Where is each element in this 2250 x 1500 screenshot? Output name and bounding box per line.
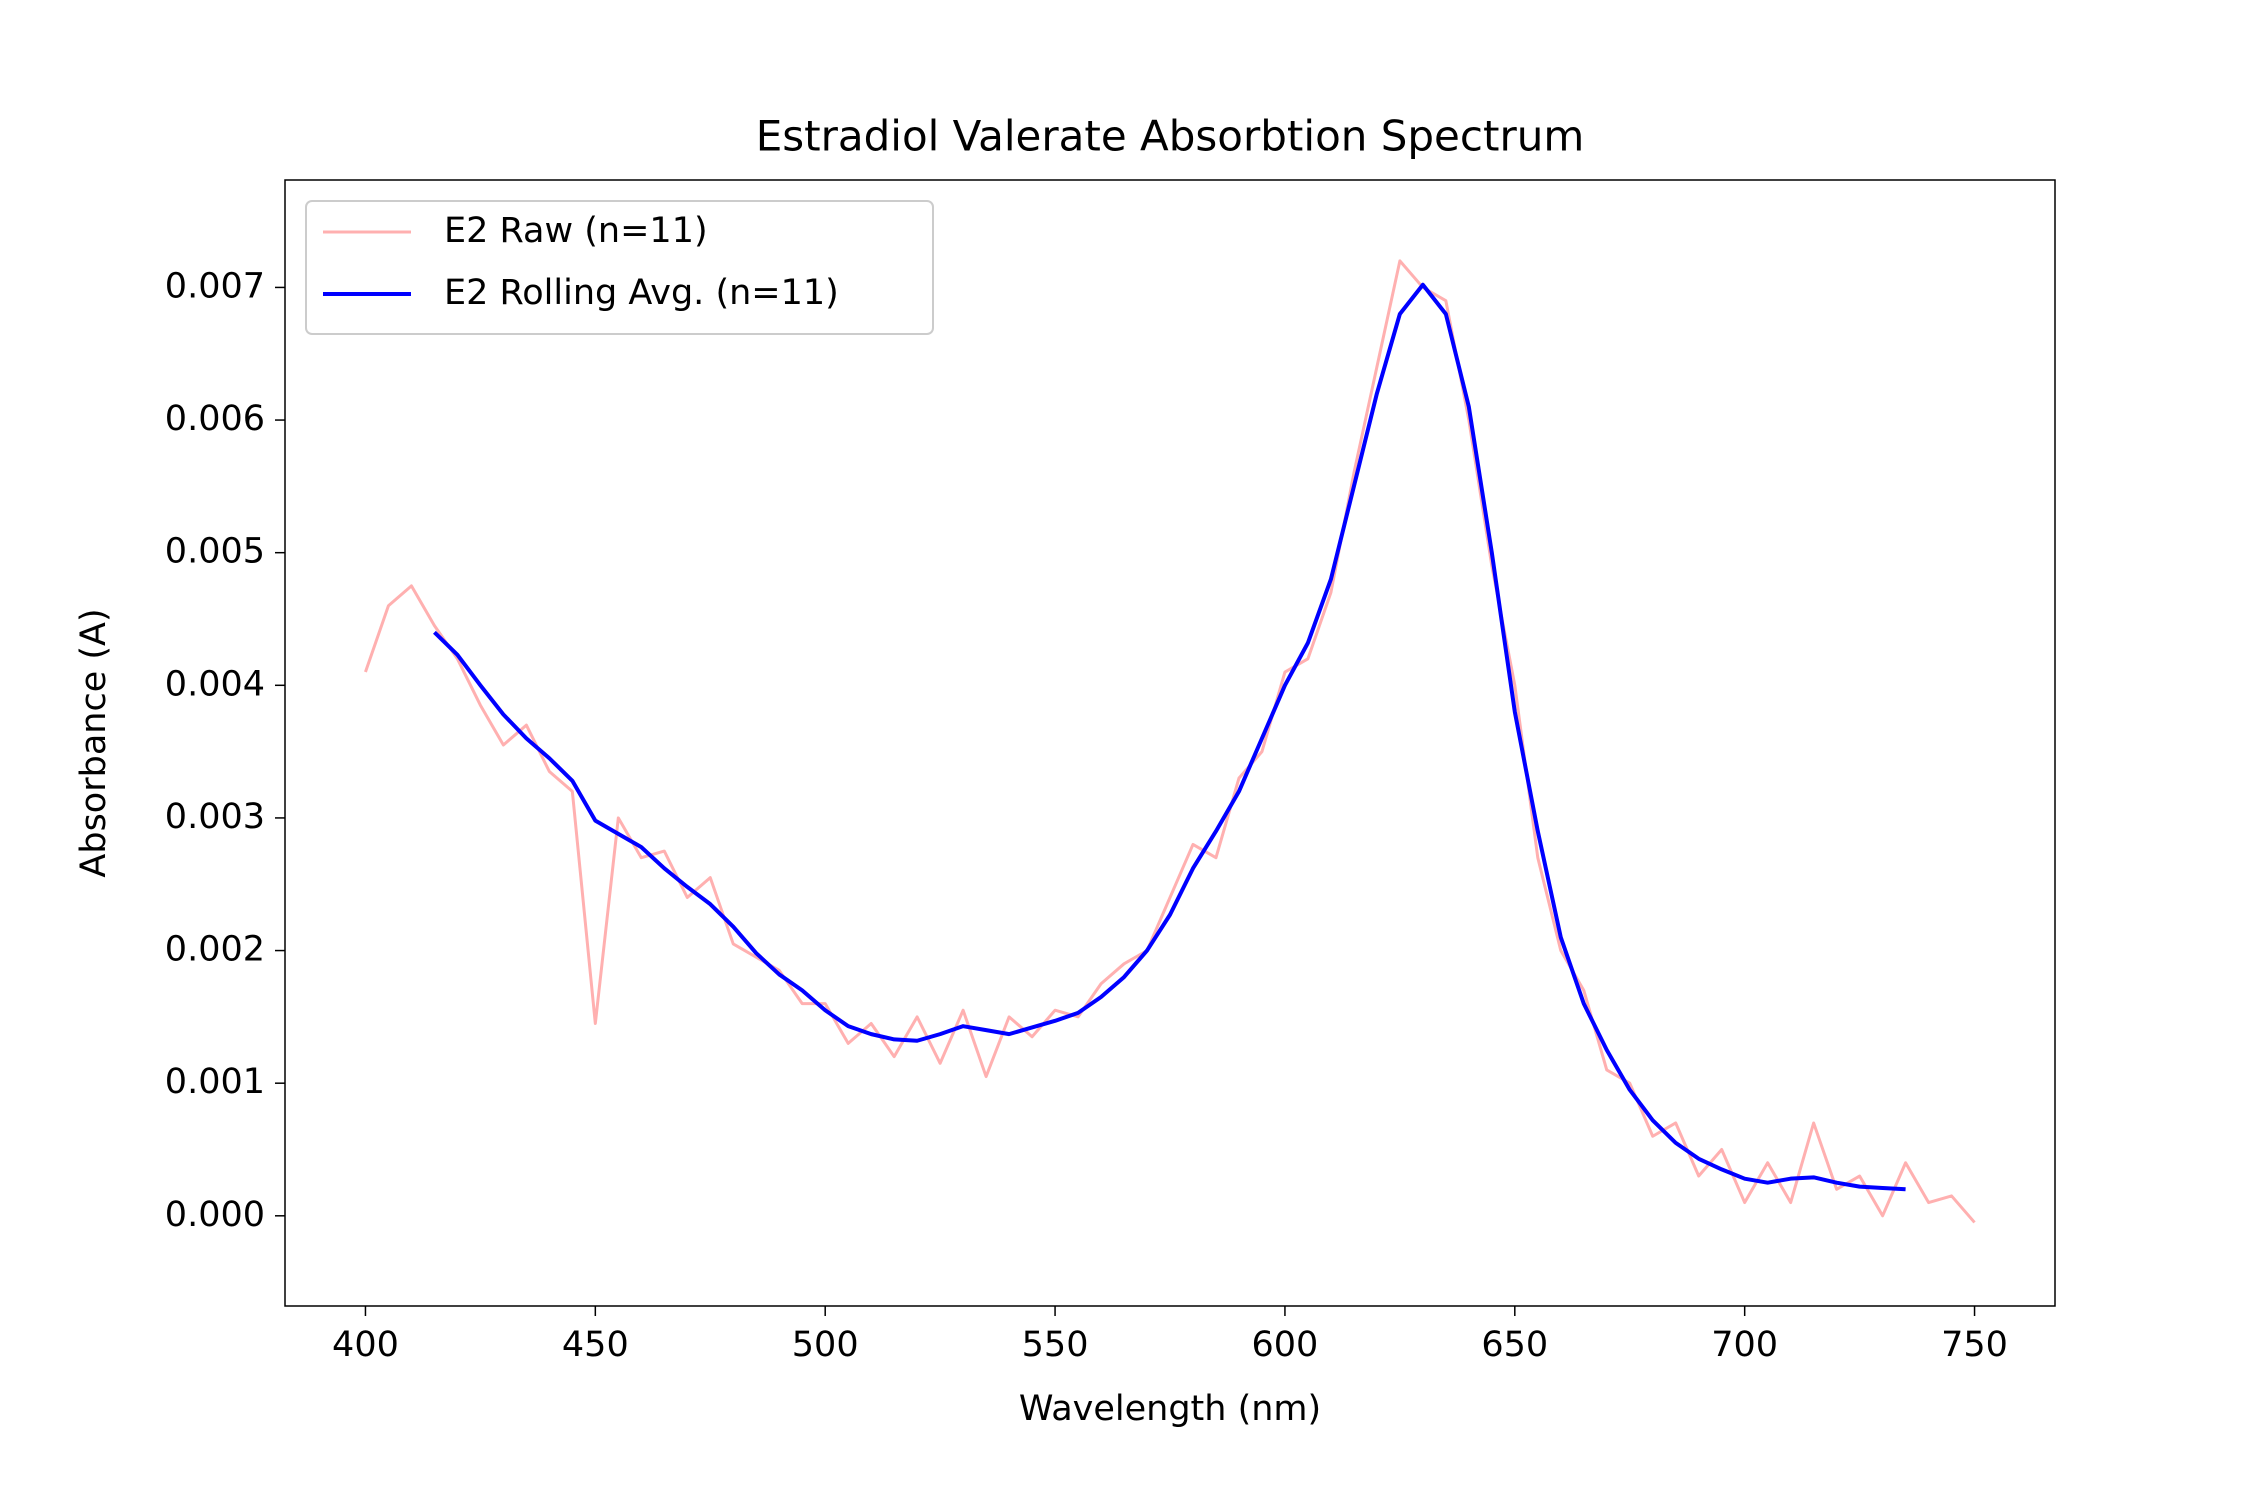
y-tick-label: 0.000 bbox=[165, 1195, 265, 1235]
x-tick-label: 750 bbox=[1941, 1325, 2008, 1365]
y-tick-label: 0.005 bbox=[165, 532, 265, 572]
y-tick-label: 0.006 bbox=[165, 399, 265, 439]
legend-label: E2 Raw (n=11) bbox=[444, 211, 708, 251]
y-tick-label: 0.007 bbox=[165, 266, 265, 306]
y-tick-label: 0.001 bbox=[165, 1062, 265, 1102]
y-tick-label: 0.004 bbox=[165, 664, 265, 704]
data-line bbox=[364, 259, 1976, 1224]
x-tick-label: 650 bbox=[1481, 1325, 1548, 1365]
x-tick-label: 700 bbox=[1711, 1325, 1778, 1365]
y-tick-label: 0.002 bbox=[165, 930, 265, 970]
x-tick-label: 450 bbox=[562, 1325, 629, 1365]
y-axis-label: Absorbance (A) bbox=[74, 608, 114, 877]
x-tick-label: 400 bbox=[332, 1325, 399, 1365]
data-line bbox=[433, 282, 1906, 1192]
x-axis-label: Wavelength (nm) bbox=[1019, 1389, 1321, 1429]
plot-frame bbox=[284, 179, 2056, 1307]
x-tick-label: 500 bbox=[792, 1325, 859, 1365]
x-tick-label: 550 bbox=[1022, 1325, 1089, 1365]
chart-title: Estradiol Valerate Absorbtion Spectrum bbox=[756, 112, 1585, 161]
legend-box bbox=[305, 200, 934, 335]
y-tick-label: 0.003 bbox=[165, 797, 265, 837]
legend-label: E2 Rolling Avg. (n=11) bbox=[444, 273, 839, 313]
x-tick-label: 600 bbox=[1252, 1325, 1319, 1365]
